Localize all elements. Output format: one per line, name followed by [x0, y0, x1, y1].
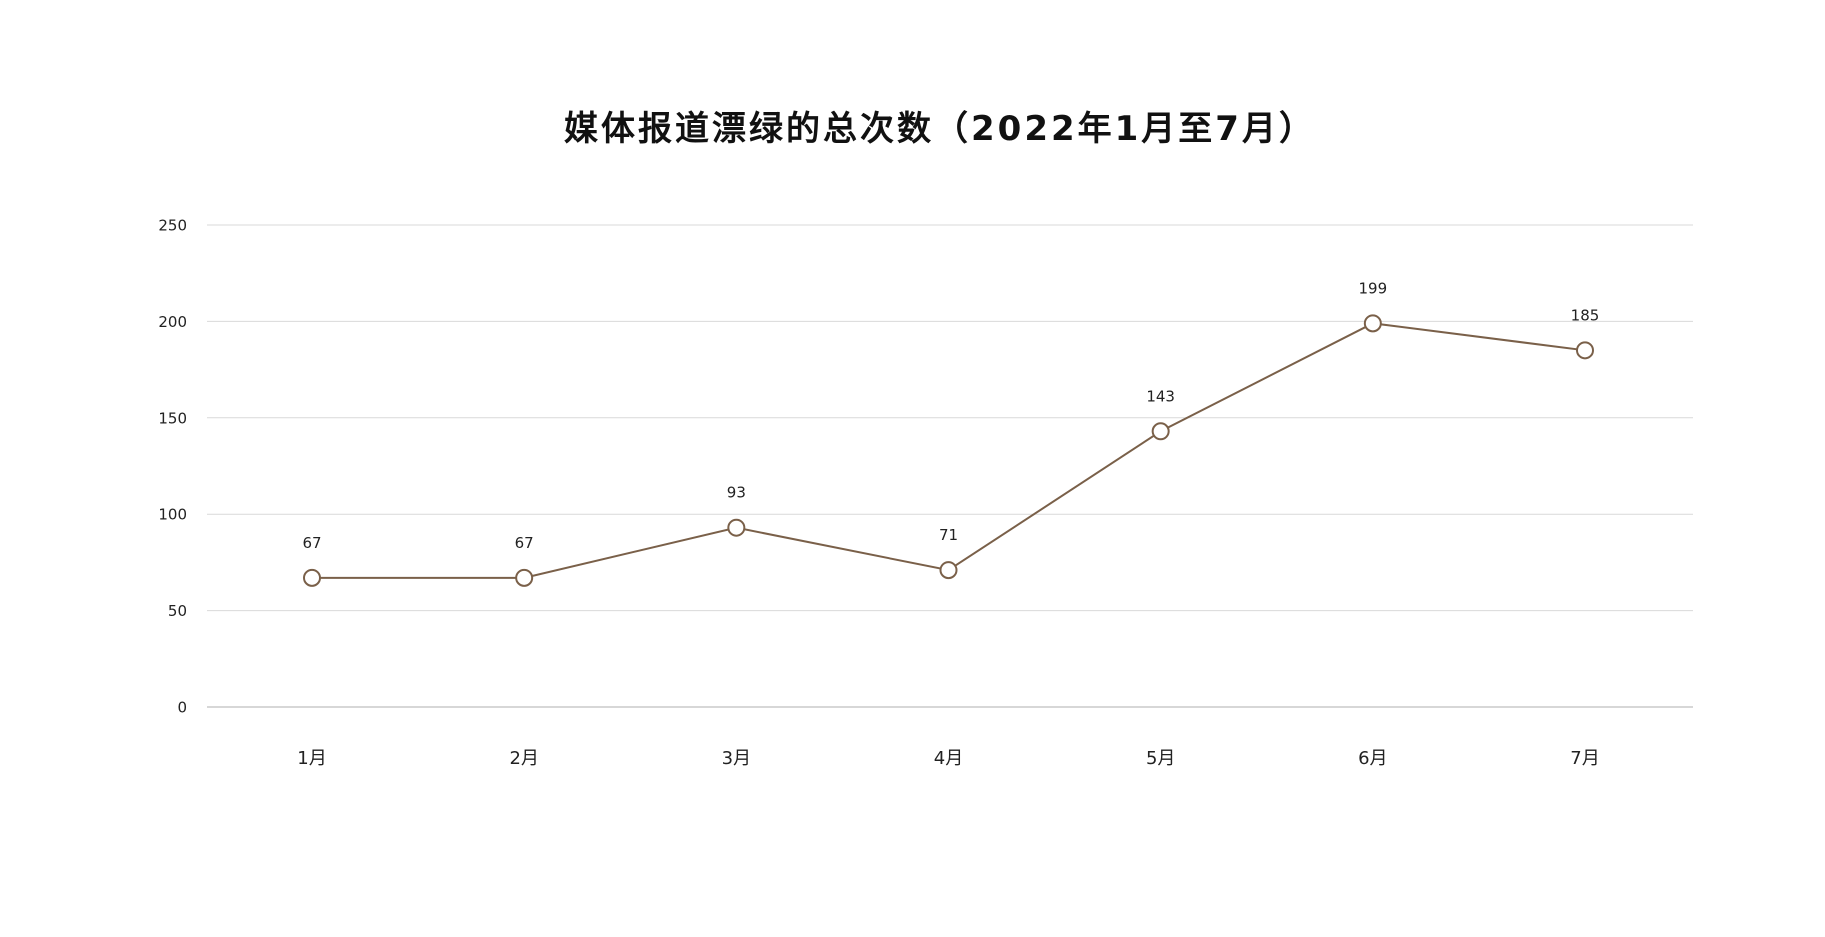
chart-title: 媒体报道漂绿的总次数（2022年1月至7月）	[564, 109, 1316, 149]
data-point	[1576, 341, 1594, 360]
data-label: 199	[1359, 279, 1388, 297]
x-axis-ticks: 1月 2月 3月 4月 5月 6月 7月	[297, 748, 1599, 769]
data-label: 185	[1571, 306, 1600, 324]
data-point	[1363, 314, 1382, 333]
x-tick-label: 2月	[509, 748, 538, 769]
data-label: 143	[1146, 387, 1175, 405]
data-labels: 67 67 93 71 143 199 185	[302, 279, 1599, 551]
data-label: 67	[302, 534, 321, 552]
data-point	[939, 561, 958, 580]
data-point	[1151, 422, 1170, 441]
y-tick-label: 150	[158, 409, 187, 427]
data-point	[515, 568, 534, 587]
data-point	[303, 568, 321, 587]
gridlines	[207, 224, 1693, 708]
data-label: 71	[939, 526, 958, 544]
x-tick-label: 6月	[1358, 748, 1387, 769]
x-tick-label: 4月	[934, 748, 963, 769]
x-tick-label: 3月	[722, 748, 751, 769]
data-label: 67	[515, 534, 534, 552]
y-tick-label: 0	[177, 699, 187, 717]
x-tick-label: 5月	[1146, 748, 1175, 769]
y-axis-ticks: 0 50 100 150 200 250	[158, 217, 187, 717]
y-tick-label: 100	[158, 506, 187, 524]
data-label: 93	[727, 484, 746, 502]
data-point	[727, 518, 746, 537]
x-tick-label: 1月	[297, 748, 326, 769]
x-tick-label: 7月	[1570, 748, 1599, 769]
y-tick-label: 250	[158, 217, 187, 235]
data-series	[303, 314, 1594, 587]
y-tick-label: 50	[168, 602, 187, 620]
y-tick-label: 200	[158, 313, 187, 331]
